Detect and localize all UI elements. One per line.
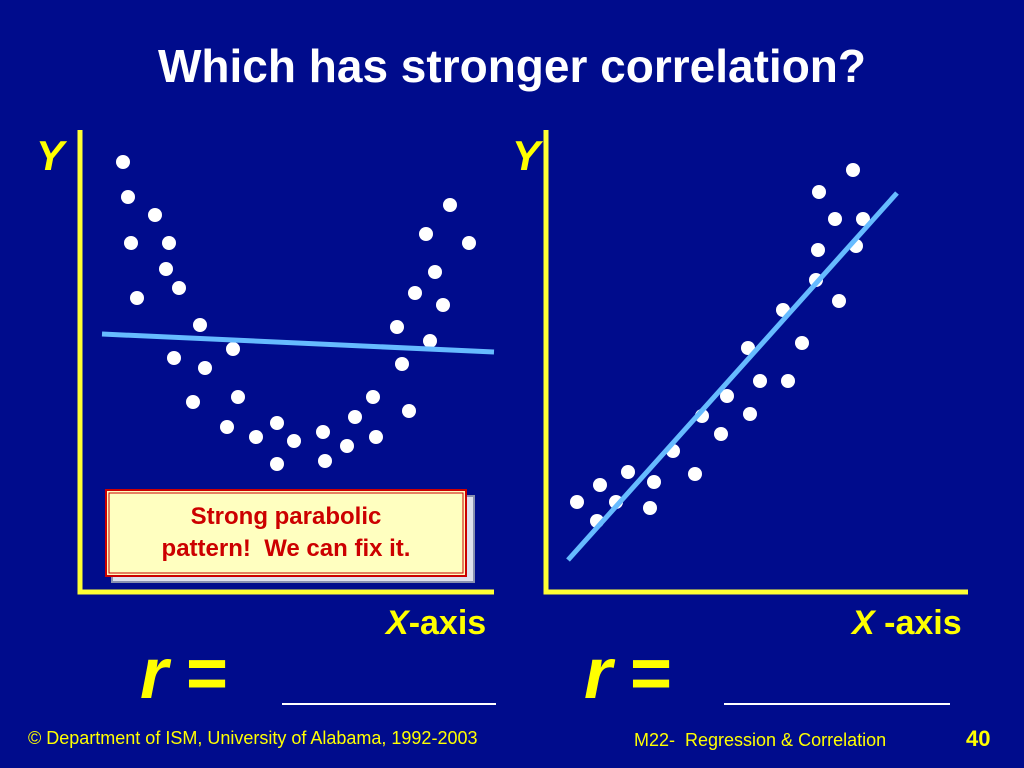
dot xyxy=(428,265,442,279)
shape xyxy=(105,489,467,577)
dot xyxy=(116,155,130,169)
dot xyxy=(741,341,755,355)
dot xyxy=(130,291,144,305)
x-var: X xyxy=(384,604,411,642)
dot xyxy=(186,395,200,409)
shape xyxy=(108,492,464,574)
dot xyxy=(287,434,301,448)
right-axes xyxy=(543,130,968,595)
callout-line: Strong parabolic xyxy=(191,503,382,530)
dot xyxy=(348,410,362,424)
right-x-label: X -axis xyxy=(850,604,962,642)
left-x-label: X-axis xyxy=(384,604,486,642)
left-axes xyxy=(77,130,494,595)
right-fit-line xyxy=(566,191,899,562)
dot xyxy=(231,390,245,404)
dot xyxy=(198,361,212,375)
left-fit-line xyxy=(101,331,495,355)
dot xyxy=(462,236,476,250)
right-dots xyxy=(570,163,870,528)
r-eq: = xyxy=(186,634,228,714)
r-var: r xyxy=(584,634,616,714)
dot xyxy=(714,427,728,441)
dot xyxy=(402,404,416,418)
dot xyxy=(159,262,173,276)
dot xyxy=(419,227,433,241)
dot xyxy=(781,374,795,388)
dot xyxy=(162,236,176,250)
dot xyxy=(423,334,437,348)
dot xyxy=(220,420,234,434)
dot xyxy=(647,475,661,489)
left-dots xyxy=(116,155,476,471)
dot xyxy=(408,286,422,300)
dot xyxy=(811,243,825,257)
dot xyxy=(366,390,380,404)
dot xyxy=(270,457,284,471)
dot xyxy=(743,407,757,421)
footer-copyright: © Department of ISM, University of Alaba… xyxy=(28,728,477,748)
x-suffix: -axis xyxy=(875,604,962,642)
dot xyxy=(832,294,846,308)
left-r-label: r = xyxy=(140,634,228,714)
dot xyxy=(148,208,162,222)
x-var: X xyxy=(850,604,877,642)
dot xyxy=(121,190,135,204)
dot xyxy=(593,478,607,492)
dot xyxy=(369,430,383,444)
dot xyxy=(124,236,138,250)
r-var: r xyxy=(140,634,172,714)
dot xyxy=(270,416,284,430)
dot xyxy=(340,439,354,453)
dot xyxy=(193,318,207,332)
dot xyxy=(570,495,584,509)
dot xyxy=(856,212,870,226)
dot xyxy=(316,425,330,439)
dot xyxy=(753,374,767,388)
dot xyxy=(812,185,826,199)
callout: Strong parabolic pattern! We can fix it. xyxy=(105,489,475,583)
dot xyxy=(318,454,332,468)
page-number: 40 xyxy=(966,726,990,751)
dot xyxy=(395,357,409,371)
right-r-label: r = xyxy=(584,634,672,714)
callout-line: pattern! We can fix it. xyxy=(162,535,411,562)
dot xyxy=(443,198,457,212)
r-eq: = xyxy=(630,634,672,714)
dot xyxy=(621,465,635,479)
dot xyxy=(167,351,181,365)
dot xyxy=(828,212,842,226)
right-y-label: Y xyxy=(512,132,544,179)
footer-course: M22- Regression & Correlation xyxy=(634,730,886,750)
left-y-label: Y xyxy=(36,132,68,179)
dot xyxy=(688,467,702,481)
dot xyxy=(172,281,186,295)
dot xyxy=(846,163,860,177)
dot xyxy=(720,389,734,403)
dot xyxy=(249,430,263,444)
title: Which has stronger correlation? xyxy=(158,40,866,92)
dot xyxy=(226,342,240,356)
dot xyxy=(436,298,450,312)
x-suffix: -axis xyxy=(409,604,487,642)
dot xyxy=(795,336,809,350)
dot xyxy=(390,320,404,334)
dot xyxy=(643,501,657,515)
